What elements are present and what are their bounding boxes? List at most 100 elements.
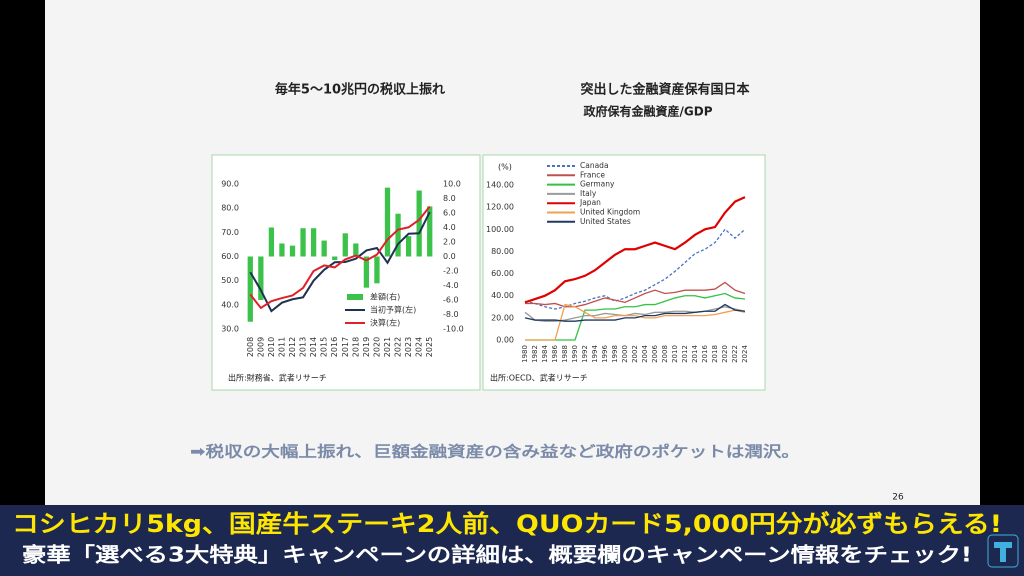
legend-label: 差額(右): [370, 292, 400, 302]
bar: [384, 187, 391, 257]
bar: [416, 190, 422, 257]
x-tick-label: 2016: [330, 337, 339, 357]
x-tick-label: 2011: [277, 337, 286, 357]
y-tick-label: 0.00: [496, 336, 514, 345]
x-tick-label: 2006: [651, 345, 659, 363]
bar: [279, 243, 285, 257]
y2-tick-label: -2.0: [443, 267, 459, 276]
bar: [300, 228, 306, 257]
source: 出所:OECD、武者リサーチ: [490, 373, 588, 383]
x-tick-label: 2014: [691, 345, 699, 363]
y2-tick-label: -10.0: [443, 325, 464, 334]
y2-tick-label: -8.0: [443, 310, 459, 319]
logo-mark: [994, 542, 1012, 562]
y2-tick-label: 8.0: [443, 194, 456, 203]
banner-line: 豪華「選べる3大特典」キャンペーンの詳細は、概要欄のキャンペーン情報をチェック!: [22, 543, 972, 567]
line: [524, 303, 746, 322]
x-tick-label: 2012: [681, 345, 689, 363]
bar: [427, 206, 433, 257]
line: [525, 303, 746, 341]
x-tick-label: 2014: [309, 337, 318, 357]
chart-frame: [482, 154, 766, 391]
legend-label: France: [580, 170, 605, 179]
y-tick-label: 40.00: [491, 291, 514, 300]
legend-label: 決算(左): [370, 318, 400, 328]
x-tick-label: 2023: [404, 337, 413, 357]
y-tick-label: 80.0: [221, 204, 239, 213]
x-tick-label: 1988: [561, 345, 569, 363]
y-tick-label: 100.00: [486, 225, 514, 234]
x-tick-label: 2019: [362, 337, 371, 357]
line: [249, 205, 431, 310]
legend-label: United Kingdom: [580, 208, 640, 217]
legend-swatch: [347, 294, 363, 300]
chart-title: 毎年5～10兆円の税収上振れ: [275, 82, 445, 98]
bar: [247, 256, 253, 322]
x-tick-label: 2010: [671, 345, 679, 363]
chart-subtitle: 政府保有金融資産/GDP: [584, 104, 713, 119]
chart-title: 突出した金融資産保有国日本: [580, 82, 749, 98]
y-tick-label: 70.0: [221, 228, 239, 237]
legend-label: Japan: [579, 198, 601, 207]
x-tick-label: 2024: [415, 337, 424, 357]
x-tick-label: 2010: [267, 337, 276, 357]
bar: [363, 256, 370, 288]
y2-tick-label: 6.0: [443, 209, 456, 218]
x-tick-label: 2017: [341, 337, 350, 357]
x-tick-label: 1996: [601, 345, 609, 363]
x-tick-label: 1998: [611, 345, 619, 363]
x-tick-label: 2024: [741, 345, 749, 363]
legend-label: 当初予算(左): [370, 305, 416, 315]
y-axis-label: (%): [498, 163, 512, 172]
x-tick-label: 2012: [288, 337, 297, 357]
bar: [405, 236, 412, 257]
banner: [0, 505, 1024, 576]
x-tick-label: 1990: [571, 345, 579, 363]
x-tick-label: 2002: [631, 345, 639, 363]
line: [524, 196, 746, 304]
line: [525, 281, 746, 308]
x-tick-label: 2018: [711, 345, 719, 363]
y2-tick-label: -4.0: [443, 281, 459, 290]
line: [524, 228, 746, 310]
x-tick-label: 2022: [731, 345, 739, 363]
y2-tick-label: -6.0: [443, 296, 459, 305]
x-tick-label: 2016: [701, 345, 709, 363]
page-number: 26: [892, 493, 904, 503]
x-tick-label: 2008: [246, 337, 255, 357]
bar: [268, 227, 275, 257]
x-tick-label: 1992: [581, 345, 589, 363]
x-tick-label: 2000: [621, 345, 629, 363]
y2-tick-label: 10.0: [443, 180, 461, 189]
x-tick-label: 2008: [661, 345, 669, 363]
y-tick-label: 90.0: [221, 180, 239, 189]
legend-label: United States: [580, 217, 631, 226]
x-tick-label: 2015: [320, 337, 329, 357]
x-tick-label: 1982: [531, 345, 539, 363]
bar: [321, 240, 327, 257]
bar: [289, 245, 296, 257]
legend-label: Italy: [580, 189, 597, 198]
bar: [310, 228, 317, 257]
x-tick-label: 2009: [256, 337, 265, 357]
banner-line: コシヒカリ5kg、国産牛ステーキ2人前、QUOカード5,000円分が必ずもらえる…: [12, 510, 1002, 538]
x-tick-label: 1984: [541, 345, 549, 363]
bar: [332, 256, 338, 261]
x-tick-label: 2025: [425, 337, 434, 357]
y-tick-label: 50.0: [221, 276, 239, 285]
bar: [353, 243, 359, 257]
y-tick-label: 40.0: [221, 300, 239, 309]
bar: [342, 233, 348, 257]
x-tick-label: 1986: [551, 345, 559, 363]
source: 出所:財務省、武者リサーチ: [228, 373, 327, 383]
x-tick-label: 2020: [721, 345, 729, 363]
x-tick-label: 2022: [394, 337, 403, 357]
x-tick-label: 2020: [372, 337, 381, 357]
y-tick-label: 20.00: [491, 313, 514, 322]
x-tick-label: 2013: [299, 337, 308, 357]
bar: [395, 213, 401, 257]
chart-frame: [211, 154, 481, 391]
y2-tick-label: 2.0: [443, 238, 456, 247]
x-tick-label: 2004: [641, 345, 649, 363]
